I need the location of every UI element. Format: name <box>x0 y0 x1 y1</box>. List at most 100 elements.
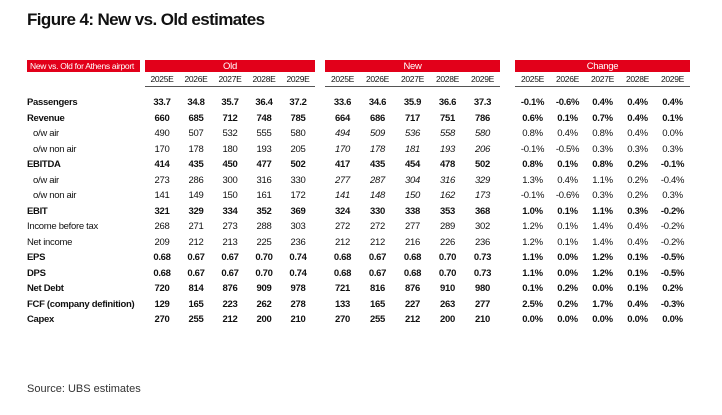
cell: -0.3% <box>660 298 685 310</box>
cell: 0.0% <box>662 314 683 326</box>
cell: 0.1% <box>557 205 578 217</box>
year-header: 2025E <box>325 72 360 87</box>
cell: 0.0% <box>557 314 578 326</box>
gap-row <box>27 87 690 96</box>
cell: 558 <box>440 128 455 140</box>
cell: 0.1% <box>662 112 683 124</box>
cell: 1.2% <box>522 236 543 248</box>
cell: 33.7 <box>153 97 171 109</box>
spacer <box>315 111 325 127</box>
cell: 507 <box>188 128 204 140</box>
cell: 303 <box>290 221 306 233</box>
data-row: FCF (company definition) 129 165 223 262 278 1… <box>27 297 690 313</box>
cell: 33.6 <box>333 97 352 109</box>
cell: 178 <box>370 143 385 155</box>
cell: 271 <box>188 221 204 233</box>
cell: 0.0% <box>627 314 648 326</box>
cell: 193 <box>256 143 272 155</box>
year-header: 2027E <box>585 72 620 87</box>
cell: 37.2 <box>289 97 307 109</box>
cell: 1.1% <box>592 174 613 186</box>
cell: 287 <box>370 174 385 186</box>
data-row: o/w non air 170 178 180 193 205 170 178 181 193 20… <box>27 142 690 158</box>
cell: 0.1% <box>627 252 648 264</box>
spacer <box>27 87 690 96</box>
cell: 236 <box>475 236 490 248</box>
spacer <box>500 188 515 204</box>
row-label: EPS <box>27 252 46 264</box>
cell: 1.1% <box>522 267 543 279</box>
spacer <box>500 95 515 111</box>
row-label: Income before tax <box>27 221 98 233</box>
spacer <box>315 219 325 235</box>
cell: 0.3% <box>627 143 648 155</box>
cell: 1.7% <box>592 298 613 310</box>
cell: 910 <box>440 283 455 295</box>
cell: 368 <box>475 205 490 217</box>
cell: 0.70 <box>255 267 273 279</box>
cell: 0.4% <box>592 97 613 109</box>
spacer <box>500 60 515 72</box>
year-header: 2026E <box>360 72 395 87</box>
cell: 273 <box>154 174 170 186</box>
cell: 978 <box>290 283 306 295</box>
cell: 0.4% <box>627 221 648 233</box>
cell: 0.0% <box>557 252 578 264</box>
cell: 289 <box>440 221 455 233</box>
data-row: Revenue 660 685 712 748 785 664 686 717 751 786 0.6… <box>27 111 690 127</box>
cell: 212 <box>222 314 238 326</box>
spacer <box>315 72 325 87</box>
cell: 0.0% <box>592 314 613 326</box>
cell: 1.3% <box>522 174 543 186</box>
cell: 272 <box>335 221 350 233</box>
cell: 170 <box>154 143 170 155</box>
cell: 0.67 <box>368 267 387 279</box>
cell: 0.2% <box>662 283 683 295</box>
cell: 212 <box>335 236 350 248</box>
spacer <box>500 281 515 297</box>
spacer <box>500 173 515 189</box>
cell: 141 <box>154 190 170 202</box>
data-row: DPS 0.68 0.67 0.67 0.70 0.74 0.68 0.67 0.68 0.70 0… <box>27 266 690 282</box>
year-row: 2025E 2026E 2027E 2028E 2029E 2025E 2026E 2027E… <box>27 72 690 87</box>
cell: 785 <box>290 112 306 124</box>
data-row: Passengers 33.7 34.8 35.7 36.4 37.2 33.6 34.6 35… <box>27 95 690 111</box>
cell: 555 <box>256 128 272 140</box>
cell: 0.73 <box>473 267 492 279</box>
spacer <box>500 219 515 235</box>
spacer <box>315 281 325 297</box>
cell: 0.74 <box>289 252 307 264</box>
data-row: o/w non air 141 149 150 161 172 141 148 150 162 17… <box>27 188 690 204</box>
cell: 0.4% <box>627 112 648 124</box>
cell: 206 <box>475 143 490 155</box>
cell: 417 <box>335 159 350 171</box>
cell: 0.68 <box>153 252 171 264</box>
cell: 1.4% <box>592 236 613 248</box>
spacer <box>315 60 325 72</box>
cell: 324 <box>335 205 350 217</box>
cell: 210 <box>290 314 306 326</box>
year-header: 2025E <box>515 72 550 87</box>
cell: 0.3% <box>662 190 683 202</box>
spacer <box>315 312 325 328</box>
cell: 226 <box>440 236 455 248</box>
figure-title: Figure 4: New vs. Old estimates <box>27 10 265 29</box>
cell: 477 <box>256 159 272 171</box>
cell: 0.3% <box>592 190 613 202</box>
row-label: Revenue <box>27 112 65 124</box>
cell: 209 <box>154 236 170 248</box>
cell: 0.70 <box>438 252 457 264</box>
data-row: Net Debt 720 814 876 909 978 721 816 876 910 980 0.… <box>27 281 690 297</box>
cell: 454 <box>405 159 420 171</box>
cell: 0.67 <box>221 252 239 264</box>
cell: 509 <box>370 128 385 140</box>
row-label: Capex <box>27 314 55 326</box>
cell: 1.2% <box>592 267 613 279</box>
group-header-row: New vs. Old for Athens airport Old New Chan… <box>27 60 690 72</box>
data-row: EPS 0.68 0.67 0.67 0.70 0.74 0.68 0.67 0.68 0.70 0… <box>27 250 690 266</box>
cell: 0.7% <box>592 112 613 124</box>
cell: 165 <box>370 298 385 310</box>
cell: 255 <box>188 314 204 326</box>
year-header: 2028E <box>430 72 465 87</box>
